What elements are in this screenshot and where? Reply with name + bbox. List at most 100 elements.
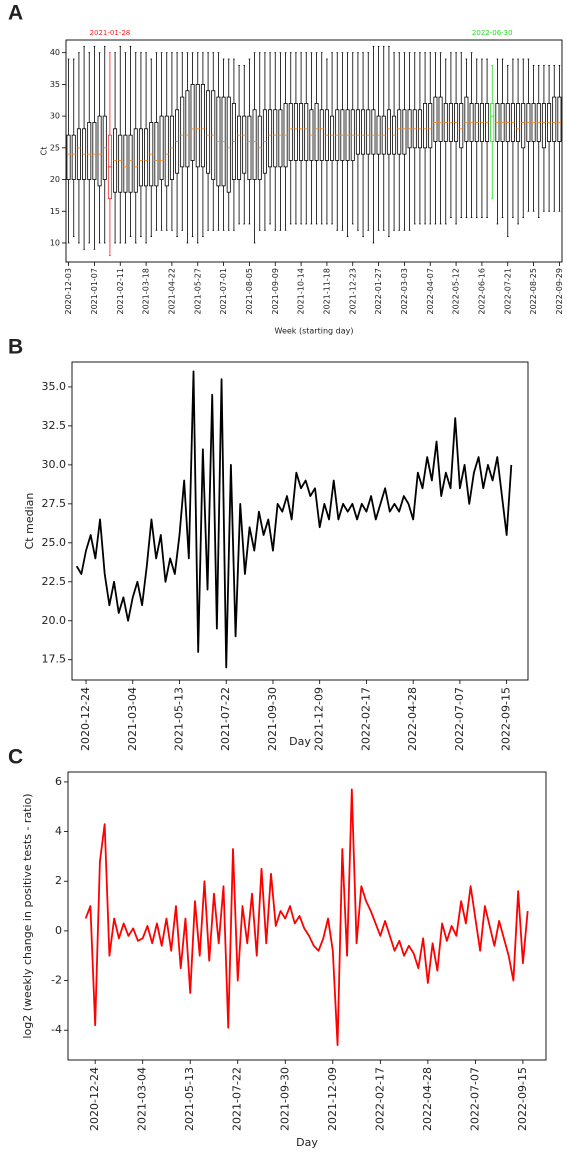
box [278, 109, 283, 168]
plot-frame [65, 39, 563, 263]
box [402, 109, 407, 155]
box [247, 115, 252, 180]
y-tick-label: 4 [55, 825, 62, 838]
box [159, 115, 164, 180]
x-tick-label: 2020-12-03 [64, 268, 73, 315]
box [433, 96, 438, 142]
x-tick-label: 2022-04-07 [426, 268, 435, 315]
x-tick-label: 2021-08-05 [245, 268, 254, 315]
box [319, 109, 324, 161]
y-tick-label: 30.0 [42, 458, 67, 471]
box [552, 96, 557, 142]
box [92, 122, 97, 180]
x-axis-label: Day [296, 1136, 318, 1149]
panel-letter: C [8, 746, 23, 769]
box [355, 109, 360, 155]
box [361, 109, 366, 155]
x-tick-label: 2022-09-15 [500, 687, 513, 751]
box [76, 128, 81, 180]
y-tick-label: 15 [50, 207, 60, 216]
x-tick-label: 2022-06-16 [477, 268, 486, 315]
box [371, 109, 376, 155]
data-line [75, 370, 513, 669]
x-tick-label: 2021-01-07 [90, 268, 99, 315]
box [200, 84, 205, 168]
box [71, 134, 76, 180]
x-tick-label: 2022-09-15 [516, 1067, 529, 1131]
box [423, 103, 428, 149]
box [190, 84, 195, 161]
plot-frame [71, 361, 529, 681]
x-tick-label: 2021-09-30 [278, 1067, 291, 1131]
x-tick-label: 2022-05-12 [452, 268, 461, 315]
y-tick-label: 2 [55, 874, 62, 887]
x-tick-label: 2022-07-07 [468, 1067, 481, 1131]
box [428, 103, 433, 149]
panel: C -4 -2 0 2 4 6 Day log2 (weekly change in posit… [8, 746, 547, 1149]
y-tick-label: 25.0 [42, 536, 67, 549]
y-tick-label: 6 [55, 775, 62, 788]
y-axis-label: Ct [40, 147, 49, 156]
box [138, 128, 143, 187]
y-tick-label: 17.5 [42, 653, 67, 666]
box [185, 90, 190, 168]
x-tick-label: 2022-02-17 [359, 687, 372, 751]
x-tick-label: 2021-04-22 [167, 268, 176, 315]
box [366, 109, 371, 155]
box [330, 115, 335, 161]
panel-letter: B [8, 336, 23, 359]
box [521, 103, 526, 149]
box [268, 109, 273, 168]
x-tick-label: 2022-07-21 [503, 268, 512, 315]
x-tick-label: 2022-01-27 [374, 268, 383, 315]
box [541, 103, 546, 149]
x-tick-label: 2021-07-22 [219, 687, 232, 751]
box [206, 90, 211, 174]
box [438, 96, 443, 142]
box [123, 134, 128, 193]
box [397, 109, 402, 155]
box [180, 96, 185, 168]
box [118, 134, 123, 193]
x-tick-label: 2022-07-07 [453, 687, 466, 751]
box [242, 115, 247, 174]
x-axis-label: Day [289, 735, 311, 748]
x-tick-label: 2021-05-13 [183, 1067, 196, 1131]
panel-letter: A [8, 2, 23, 25]
x-tick-label: 2022-04-28 [421, 1067, 434, 1131]
y-tick-label: -4 [51, 1023, 62, 1036]
box [87, 122, 92, 180]
x-tick-label: 2021-02-11 [116, 268, 125, 315]
box [386, 109, 391, 155]
annotation: 2021-01-28 [90, 29, 131, 37]
x-tick-label: 2022-08-25 [529, 268, 538, 315]
y-tick-label: -2 [51, 974, 62, 987]
x-tick-label: 2021-05-27 [193, 268, 202, 315]
x-tick-label: 2022-02-17 [373, 1067, 386, 1131]
x-tick-label: 2021-07-22 [231, 1067, 244, 1131]
box [459, 103, 464, 149]
box [133, 128, 138, 193]
x-tick-label: 2020-12-24 [79, 687, 92, 751]
y-tick-label: 22.5 [42, 575, 67, 588]
x-tick-label: 2022-09-29 [555, 268, 564, 315]
x-tick-label: 2021-03-04 [126, 687, 139, 751]
y-tick-label: 25 [50, 143, 60, 152]
y-tick-label: 20 [50, 175, 60, 184]
box [557, 96, 562, 142]
box [288, 103, 293, 161]
x-tick-label: 2021-09-30 [266, 687, 279, 751]
x-tick-label: 2021-03-04 [136, 1067, 149, 1131]
x-tick-label: 2020-12-24 [88, 1067, 101, 1131]
box [195, 84, 200, 168]
box [144, 128, 149, 187]
x-tick-label: 2021-09-09 [271, 268, 280, 315]
y-tick-label: 0 [55, 924, 62, 937]
annotation: 2022-06-30 [472, 29, 513, 37]
box [97, 115, 102, 187]
x-tick-label: 2021-12-09 [326, 1067, 339, 1131]
y-axis-label: log2 (weekly change in positive tests - … [21, 793, 34, 1038]
y-tick-label: 35 [50, 80, 60, 89]
y-tick-label: 40 [50, 48, 60, 57]
